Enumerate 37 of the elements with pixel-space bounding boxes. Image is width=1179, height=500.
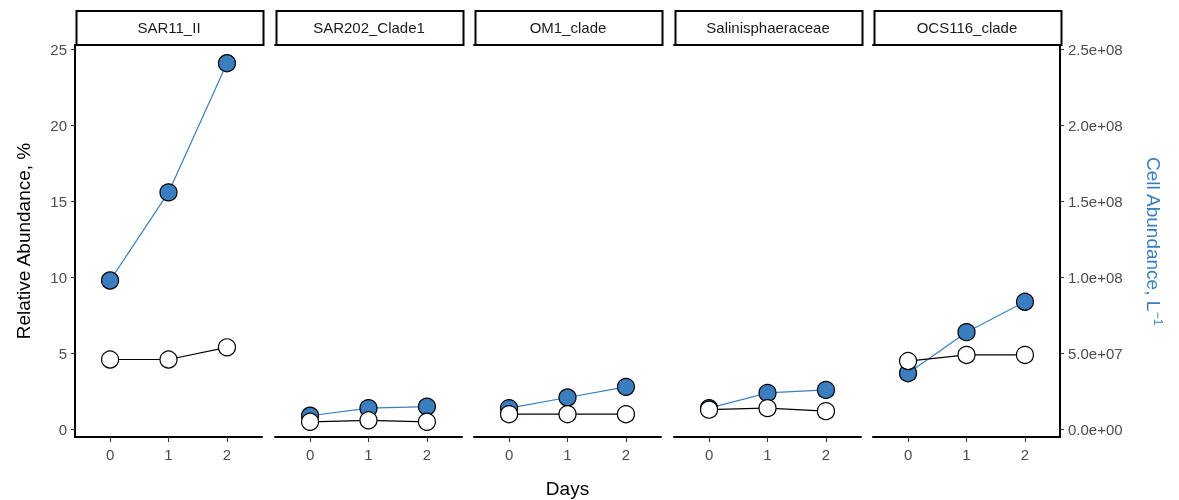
x-tick-label: 1 <box>563 446 572 463</box>
point <box>1015 292 1035 311</box>
x-tick-label: 1 <box>364 446 373 463</box>
y-tick-label: 20 <box>50 117 67 135</box>
y2-tick-label: 5.0e+07 <box>1068 344 1123 362</box>
x-tick-label: 1 <box>164 446 173 463</box>
x-tick-label: 2 <box>621 446 631 463</box>
x-tick-label: 0 <box>504 446 514 463</box>
x-tick-label: 2 <box>1020 446 1030 463</box>
y-axis-title: Relative Abundance, % <box>13 142 34 340</box>
point <box>957 323 976 342</box>
x-tick-label: 2 <box>821 446 831 463</box>
y-tick-label: 10 <box>50 268 67 286</box>
x-axis-title: Days <box>545 478 590 499</box>
chart-title: SAR202_Clade1 <box>313 18 425 36</box>
chart-title: OM1_clade <box>529 18 607 36</box>
y2-tick-label: 1.5e+08 <box>1068 193 1123 210</box>
y-tick-label: 5 <box>58 344 67 362</box>
x-tick-label: 0 <box>704 446 714 463</box>
x-tick-label: 1 <box>763 446 772 463</box>
chart-title: SAR11_II <box>137 18 201 36</box>
x-tick-label: 0 <box>903 446 913 463</box>
y2-axis-title: Cell Abundance, L−1 <box>1142 157 1165 326</box>
x-tick-label: 1 <box>962 446 971 463</box>
x-tick-label: 2 <box>422 446 432 463</box>
y-tick-label: 0 <box>58 420 67 438</box>
x-tick-label: 0 <box>305 446 315 463</box>
y2-tick-label: 1.0e+08 <box>1068 268 1123 286</box>
y-tick-label: 15 <box>50 193 67 210</box>
y2-tick-label: 2.0e+08 <box>1068 117 1123 135</box>
y-tick-label: 25 <box>50 41 67 59</box>
y2-tick-label: 0.0e+00 <box>1068 420 1123 438</box>
y2-tick-label: 2.5e+08 <box>1068 41 1123 59</box>
chart-title: Salinisphaeraceae <box>706 18 830 36</box>
chart-title: OCS116_clade <box>916 18 1018 36</box>
x-tick-label: 0 <box>105 446 115 463</box>
x-tick-label: 2 <box>222 446 232 463</box>
